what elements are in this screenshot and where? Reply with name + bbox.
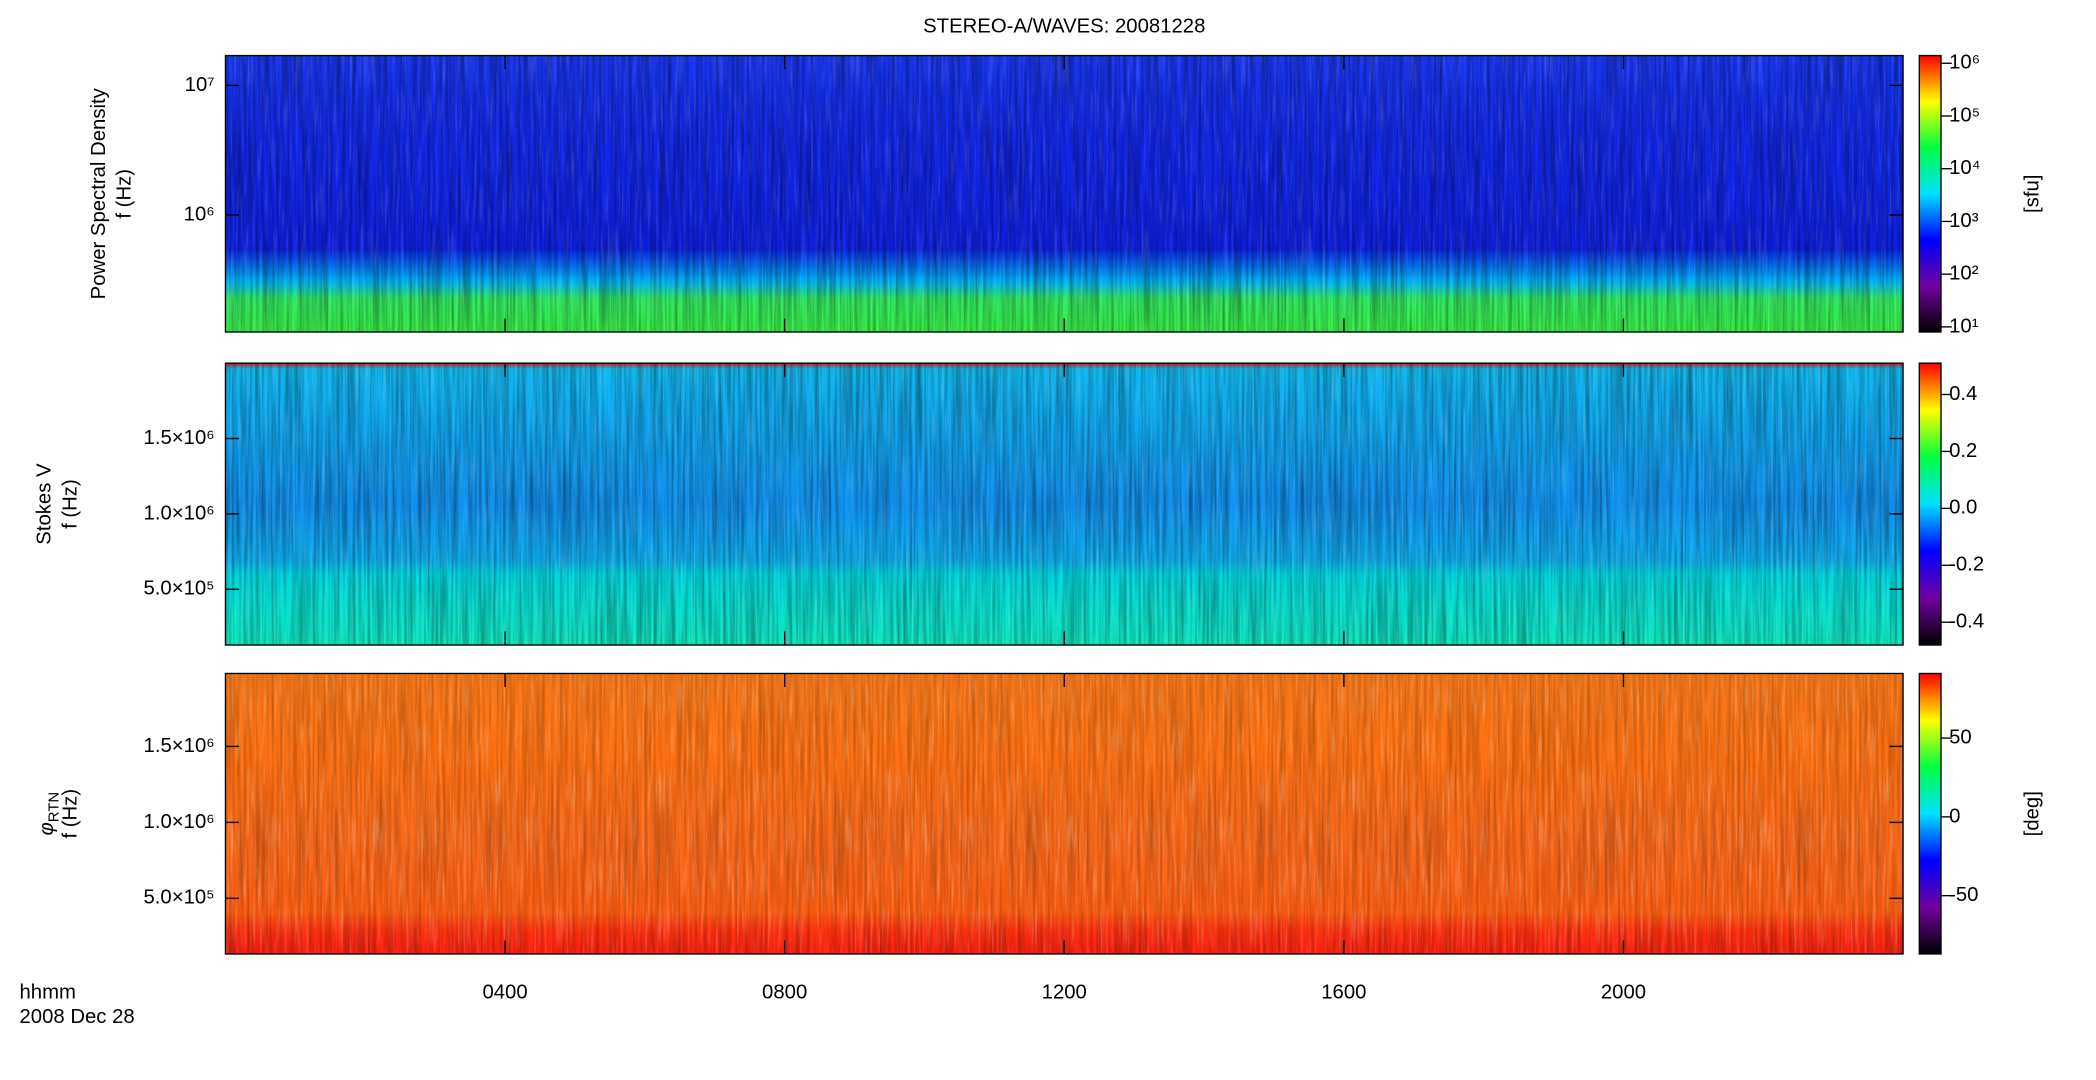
y-label: Stokes V (34, 463, 56, 545)
y-tick-label: 10⁶ (184, 203, 215, 225)
x-sublabel: 2008 Dec 28 (19, 1006, 134, 1028)
colorbar-tick-label: 10⁴ (1949, 157, 1980, 179)
colorbar-tick-label: 0.2 (1949, 440, 1977, 462)
colorbar (1919, 673, 1941, 954)
y-tick-label: 5.0×10⁵ (143, 887, 214, 909)
colorbar-tick-label: -0.2 (1949, 554, 1984, 576)
colorbar-frame (1918, 54, 1942, 333)
y-tick-label: 1.0×10⁶ (144, 811, 215, 833)
colorbar-tick-label: 10² (1949, 263, 1979, 285)
y-tick-label: 1.5×10⁶ (144, 735, 215, 757)
y-tick-label: 10⁷ (185, 74, 215, 96)
colorbar-label: [deg] (2022, 791, 2044, 836)
colorbar (1919, 55, 1941, 332)
y-label-symbol: φ (36, 822, 58, 835)
colorbar (1919, 363, 1941, 646)
chart-title: STEREO-A/WAVES: 20081228 (923, 15, 1205, 37)
y-tick-label: 1.0×10⁶ (144, 502, 215, 524)
colorbar-frame (1918, 672, 1942, 955)
y-label: f (Hz) (114, 169, 136, 219)
colorbar-tick-label: -0.4 (1949, 611, 1984, 633)
y-label: f (Hz) (59, 789, 81, 839)
colorbar-tick-label: 0 (1949, 805, 1960, 827)
colorbar-tick-label: 10¹ (1949, 315, 1979, 337)
y-tick-label: 5.0×10⁵ (143, 578, 214, 600)
spectrogram-texture (225, 55, 1904, 332)
colorbar-frame (1918, 362, 1942, 646)
colorbar-tick-label: 10³ (1949, 210, 1979, 232)
y-label: φRTN (36, 792, 62, 836)
x-tick-label: 2000 (1601, 982, 1646, 1004)
y-tick-label: 1.5×10⁶ (144, 427, 215, 449)
colorbar-tick-label: -50 (1949, 884, 1978, 906)
y-label-subscript: RTN (47, 792, 63, 822)
figure: STEREO-A/WAVES: 20081228 10⁶ 10⁷ Power Spec… (19, 15, 2043, 1028)
y-label: f (Hz) (59, 479, 81, 529)
colorbar-tick-label: 10⁶ (1949, 52, 1980, 74)
spectrogram-texture (225, 363, 1904, 646)
colorbar-tick-label: 0.0 (1949, 497, 1977, 519)
colorbar-tick-label: 0.4 (1949, 383, 1977, 405)
colorbar-tick-label: 10⁵ (1949, 104, 1980, 126)
x-tick-label: 0400 (482, 982, 527, 1004)
x-tick-label: 1600 (1321, 982, 1366, 1004)
colorbar-label: [sfu] (2022, 175, 2044, 213)
x-tick-label: 1200 (1042, 982, 1087, 1004)
x-label: hhmm (19, 982, 75, 1004)
spectrogram-texture (225, 673, 1904, 954)
x-tick-label: 0800 (762, 982, 807, 1004)
colorbar-tick-label: 50 (1949, 726, 1972, 748)
y-label: Power Spectral Density (88, 87, 110, 299)
